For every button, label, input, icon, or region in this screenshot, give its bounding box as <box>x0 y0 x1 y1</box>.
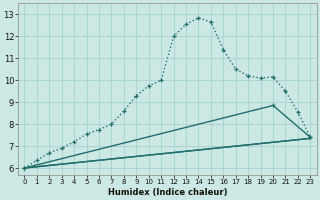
X-axis label: Humidex (Indice chaleur): Humidex (Indice chaleur) <box>108 188 227 197</box>
